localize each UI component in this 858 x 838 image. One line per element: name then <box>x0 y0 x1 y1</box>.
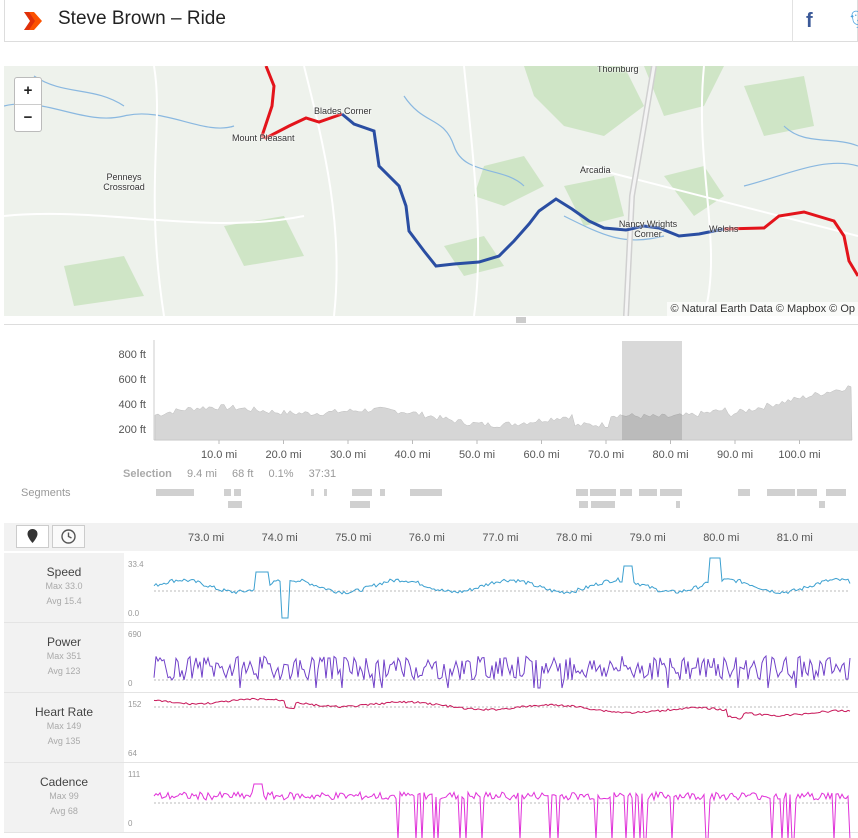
divider <box>4 622 858 623</box>
town-label: Penneys Crossroad <box>103 172 145 192</box>
selection-elevation: 68 ft <box>232 468 254 480</box>
stream-max: Max 33.0 <box>45 581 83 591</box>
detail-x-tick: 76.0 mi <box>408 532 445 544</box>
stream-label-speed: Speed Max 33.0 Avg 15.4 <box>4 553 124 623</box>
selection-distance: 9.4 mi <box>186 468 217 480</box>
stream-max: Max 99 <box>49 791 79 801</box>
elevation-y-tick: 200 ft <box>118 424 146 436</box>
map-attribution[interactable]: © Natural Earth Data © Mapbox © Op <box>667 302 858 316</box>
activity-header <box>4 0 858 42</box>
stream-axis-top: 33.4 <box>128 560 144 569</box>
stream-label-cadence: Cadence Max 99 Avg 68 <box>4 763 124 833</box>
map-tiles <box>4 66 858 316</box>
selection-label: Selection <box>123 468 172 480</box>
stream-tab-bar <box>4 523 858 551</box>
strava-chevron-icon <box>24 12 42 30</box>
divider <box>4 324 858 325</box>
elevation-y-tick: 600 ft <box>118 374 146 386</box>
elevation-x-tick: 20.0 mi <box>265 449 301 460</box>
elevation-x-tick: 100.0 mi <box>778 449 820 460</box>
detail-x-tick: 73.0 mi <box>188 532 225 544</box>
zoom-control: + − <box>14 77 42 132</box>
stream-name: Power <box>46 635 81 649</box>
clock-icon <box>61 529 76 544</box>
stream-max: Max 351 <box>46 651 82 661</box>
detail-x-tick: 80.0 mi <box>703 532 740 544</box>
elevation-x-tick: 70.0 mi <box>588 449 624 460</box>
detail-x-tick: 75.0 mi <box>335 532 372 544</box>
stream-name: Cadence <box>39 775 89 789</box>
elevation-x-tick: 30.0 mi <box>330 449 366 460</box>
stream-line-power <box>153 654 851 689</box>
stream-axis-top: 152 <box>128 700 142 709</box>
elevation-chart[interactable]: 800 ft 600 ft 400 ft 200 ft 10.0 mi 20.0 mi 3… <box>0 330 858 460</box>
elevation-x-tick: 60.0 mi <box>523 449 559 460</box>
town-label: Mount Pleasant <box>232 133 295 143</box>
stream-name: Heart Rate <box>34 705 94 719</box>
detail-x-tick: 81.0 mi <box>776 532 813 544</box>
stream-line-heart-rate <box>153 697 851 720</box>
selection-window[interactable] <box>622 341 682 440</box>
zoom-in-button[interactable]: + <box>15 78 41 105</box>
elevation-x-tick: 40.0 mi <box>394 449 430 460</box>
stream-charts[interactable] <box>0 552 858 838</box>
tab-time[interactable] <box>52 525 85 548</box>
segments-label: Segments <box>21 487 71 499</box>
stream-avg: Avg 15.4 <box>46 596 82 606</box>
town-label: Welshs <box>709 224 739 234</box>
detail-x-tick: 77.0 mi <box>482 532 519 544</box>
town-label: Blades Corner <box>314 106 372 116</box>
elevation-x-tick: 80.0 mi <box>652 449 688 460</box>
divider <box>4 762 858 763</box>
stream-axis-bottom: 0.0 <box>128 609 140 618</box>
town-label: Thornburg <box>597 66 639 74</box>
town-label: Nancy Wrights Corner <box>618 219 678 239</box>
stream-axis-bottom: 64 <box>128 749 137 758</box>
stream-label-power: Power Max 351 Avg 123 <box>4 623 124 693</box>
tab-map[interactable] <box>16 525 49 548</box>
town-label: Arcadia <box>580 165 611 175</box>
selection-summary: Selection 9.4 mi 68 ft 0.1% 37:31 <box>123 468 348 480</box>
stream-name: Speed <box>46 565 82 579</box>
twitter-share-icon[interactable]: 🐦︎ <box>850 10 858 31</box>
elevation-x-tick: 50.0 mi <box>459 449 495 460</box>
resize-handle-icon[interactable] <box>516 317 526 323</box>
stream-line-cadence <box>153 783 851 838</box>
facebook-share-icon[interactable]: f <box>806 10 813 32</box>
stream-avg: Avg 135 <box>47 736 81 746</box>
stream-axis-bottom: 0 <box>128 819 133 828</box>
route-map[interactable]: Thornburg Blades Corner Mount Pleasant P… <box>4 66 858 316</box>
stream-axis-top: 690 <box>128 630 142 639</box>
elevation-profile <box>154 385 853 441</box>
zoom-out-button[interactable]: − <box>23 109 33 126</box>
detail-x-tick: 79.0 mi <box>629 532 666 544</box>
elevation-x-tick: 10.0 mi <box>201 449 237 460</box>
divider <box>4 832 858 833</box>
divider <box>4 692 858 693</box>
header-divider <box>792 0 793 42</box>
selection-grade: 0.1% <box>268 468 294 480</box>
detail-x-tick: 74.0 mi <box>261 532 298 544</box>
elevation-y-tick: 400 ft <box>118 399 146 411</box>
stream-label-heart-rate: Heart Rate Max 149 Avg 135 <box>4 693 124 763</box>
stream-line-speed <box>153 557 851 619</box>
detail-x-tick: 78.0 mi <box>556 532 593 544</box>
page-title: Steve Brown – Ride <box>58 8 226 29</box>
map-marker-icon <box>27 529 38 543</box>
stream-avg: Avg 68 <box>50 806 78 816</box>
stream-axis-top: 111 <box>128 770 141 779</box>
selection-time: 37:31 <box>308 468 337 480</box>
stream-axis-bottom: 0 <box>128 679 133 688</box>
stream-avg: Avg 123 <box>47 666 81 676</box>
elevation-x-tick: 90.0 mi <box>717 449 753 460</box>
stream-max: Max 149 <box>46 721 82 731</box>
segments-track[interactable] <box>0 486 858 512</box>
elevation-y-tick: 800 ft <box>118 349 146 361</box>
